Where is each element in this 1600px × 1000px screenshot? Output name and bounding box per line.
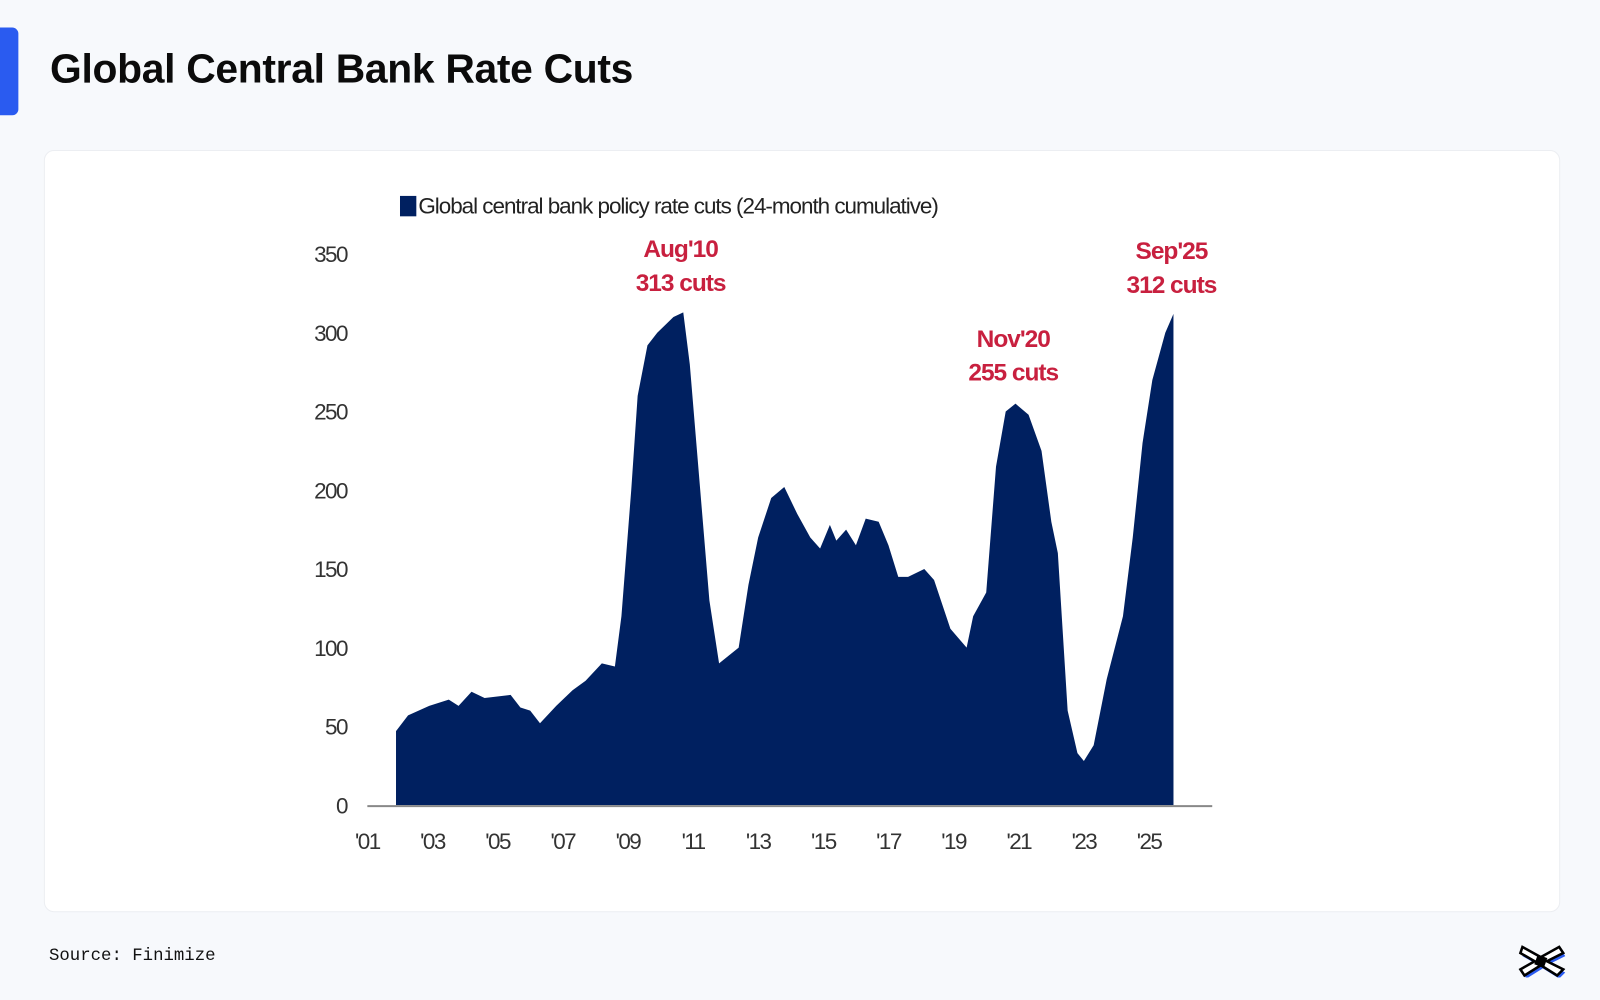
x-tick-label: '17 <box>876 829 902 854</box>
finimize-logo-icon <box>1518 945 1566 978</box>
x-tick-label: '15 <box>811 829 837 854</box>
y-tick-label: 0 <box>336 793 348 818</box>
annotation-value: 313 cuts <box>636 270 726 297</box>
y-tick-label: 50 <box>325 715 348 740</box>
page-title: Global Central Bank Rate Cuts <box>49 46 634 92</box>
annotation-value: 312 cuts <box>1127 272 1217 299</box>
x-tick-label: '19 <box>941 829 967 854</box>
y-tick-label: 200 <box>314 478 348 503</box>
legend-swatch <box>399 195 417 217</box>
legend-label: Global central bank policy rate cuts (24… <box>418 193 938 218</box>
x-tick-label: '05 <box>485 829 511 854</box>
x-tick-label: '01 <box>355 829 381 854</box>
y-tick-label: 100 <box>314 636 348 661</box>
annotation-date: Sep'25 <box>1136 238 1208 265</box>
x-tick-label: '23 <box>1072 829 1098 854</box>
x-tick-label: '09 <box>616 829 642 854</box>
y-tick-label: 250 <box>314 400 348 425</box>
annotation-date: Aug'10 <box>643 236 718 263</box>
x-tick-label: '03 <box>420 829 446 854</box>
source-text: Source: Finimize <box>48 946 216 967</box>
x-tick-label: '11 <box>682 829 706 854</box>
y-tick-label: 150 <box>314 557 348 582</box>
annotation-date: Nov'20 <box>977 326 1051 353</box>
x-tick-label: '25 <box>1137 829 1163 854</box>
y-tick-label: 350 <box>314 242 348 267</box>
y-tick-label: 300 <box>314 321 348 346</box>
x-tick-label: '13 <box>746 829 772 854</box>
annotation-value: 255 cuts <box>968 360 1058 387</box>
x-tick-label: '07 <box>550 829 576 854</box>
accent-bar <box>0 27 19 116</box>
series-area <box>396 312 1174 806</box>
x-tick-label: '21 <box>1006 829 1032 854</box>
